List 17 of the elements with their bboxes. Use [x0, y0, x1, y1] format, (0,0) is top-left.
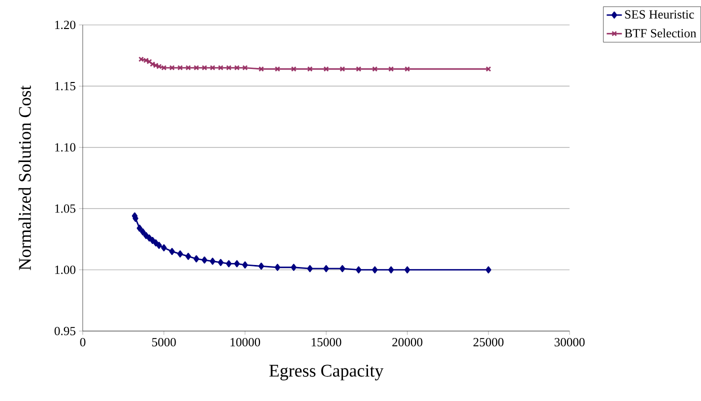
y-tick-label: 1.10 — [55, 142, 76, 152]
x-tick-label: 15000 — [312, 338, 342, 346]
legend-label: SES Heuristic — [625, 10, 694, 18]
y-axis-title: Normalized Solution Cost — [18, 85, 31, 270]
x-tick-label: 10000 — [230, 338, 260, 346]
y-tick-label: 1.00 — [55, 265, 76, 274]
x-axis-title: Egress Capacity — [269, 364, 384, 380]
y-tick-label: 1.15 — [55, 82, 76, 90]
x-tick-label: 20000 — [392, 338, 422, 346]
x-tick-label: 30000 — [554, 338, 585, 346]
legend-label: BTF Selection — [624, 28, 696, 38]
x-tick-label: 0 — [80, 338, 86, 346]
y-tick-label: 1.20 — [55, 20, 76, 29]
y-tick-label: 1.05 — [55, 204, 76, 213]
x-tick-label: 5000 — [152, 338, 176, 346]
x-tick-label: 25000 — [473, 338, 504, 346]
y-tick-label: 0.95 — [54, 326, 76, 336]
